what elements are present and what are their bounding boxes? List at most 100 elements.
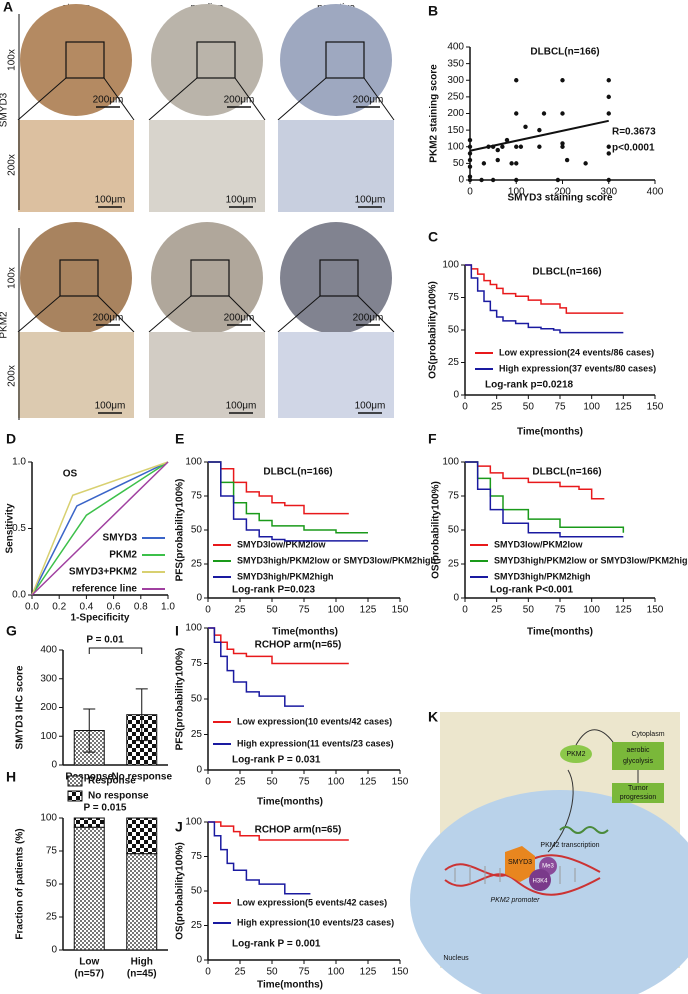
point <box>606 94 611 100</box>
series-line <box>208 627 304 707</box>
mrna <box>559 826 609 834</box>
x-tick-label: 0 <box>205 967 211 978</box>
y-tick-label: 75 <box>191 491 203 502</box>
x-tick-label: 100 <box>583 605 600 616</box>
point <box>467 157 473 163</box>
zoom-box <box>59 259 99 297</box>
series-line <box>465 264 624 314</box>
significance-bracket <box>88 647 143 654</box>
x-axis-label: Time(months) <box>257 980 323 991</box>
y-tick-label: 25 <box>448 357 460 368</box>
x-tick-label: 0 <box>462 605 468 616</box>
chart-title: OS <box>63 469 78 480</box>
y-tick-label: 100 <box>40 813 57 824</box>
point <box>514 177 519 183</box>
magnification-label: 200x <box>7 365 18 387</box>
x-tick-label: 0.4 <box>79 602 93 613</box>
point <box>606 177 611 183</box>
legend-label: SMYD3high/PKM2low or SMYD3low/PKM2high <box>237 555 436 565</box>
y-tick-label: 50 <box>448 525 460 536</box>
x-tick-label: 200 <box>554 187 571 198</box>
x-tick-label: Response <box>65 772 113 783</box>
legend-label: Low expression(24 events/86 cases) <box>499 347 654 357</box>
y-tick-label: 75 <box>448 491 460 502</box>
panel-letter: E <box>175 431 184 447</box>
point <box>504 137 510 143</box>
zoom-line <box>17 295 61 333</box>
y-tick-label: 400 <box>40 645 57 656</box>
legend-label: SMYD3+PKM2 <box>69 567 138 578</box>
x-tick-label: 75 <box>298 967 310 978</box>
panel-k <box>410 712 688 994</box>
x-tick-label: 400 <box>647 187 664 198</box>
annotation: p<0.0001 <box>612 143 655 154</box>
arrow <box>575 729 616 746</box>
x-tick-label: 100 <box>508 187 525 198</box>
y-tick-label: 25 <box>191 729 203 740</box>
annotation: R=0.3673 <box>612 127 656 138</box>
x-tick-label: 125 <box>360 967 377 978</box>
y-tick-label: 25 <box>448 559 460 570</box>
y-tick-label: 50 <box>453 158 465 169</box>
legend-label: SMYD3high/PKM2high <box>494 571 591 581</box>
y-tick-label: 75 <box>448 292 460 303</box>
scale-bar-label: 200μm <box>224 95 255 106</box>
legend-label: PKM2 <box>109 550 137 561</box>
diagram-label: aerobic <box>627 747 650 754</box>
point <box>518 144 524 149</box>
zoom-line <box>234 77 266 121</box>
x-tick-label: 1.0 <box>161 602 175 613</box>
x-tick-label: 100 <box>328 777 345 788</box>
legend-swatch <box>67 790 83 802</box>
x-axis-label: Time(months) <box>272 627 338 638</box>
y-tick-label: 25 <box>46 912 58 923</box>
y-tick-label: 50 <box>191 525 203 536</box>
y-axis-label: PKM2 staining score <box>429 64 440 163</box>
magnification-label: 100x <box>7 49 18 71</box>
point <box>479 177 484 183</box>
zoom-line <box>357 295 395 333</box>
x-tick-label: 75 <box>298 777 310 788</box>
panel-letter: B <box>428 3 438 19</box>
dna <box>444 873 601 896</box>
chart-title: DLBCL(n=166) <box>530 47 599 58</box>
diagram-label: Nucleus <box>443 955 469 962</box>
series-line <box>31 461 169 596</box>
annotation: Log-rank P=0.023 <box>232 585 316 596</box>
fit-line <box>469 119 609 152</box>
y-tick-label: 200 <box>447 108 464 119</box>
legend-label: Low expression(5 events/42 cases) <box>237 897 387 907</box>
scale-bar-label: 200μm <box>353 95 384 106</box>
series-line <box>208 821 349 841</box>
legend-label: High expression(10 events/23 cases) <box>237 917 394 927</box>
y-tick-label: 100 <box>185 623 202 634</box>
diagram-label: SMYD3 <box>508 859 532 866</box>
error-bar <box>83 708 96 753</box>
x-tick-label: 100 <box>328 967 345 978</box>
y-tick-label: 75 <box>46 846 58 857</box>
diagram-label: Cytoplasm <box>631 731 664 738</box>
annotation: Log-rank P = 0.031 <box>232 755 321 766</box>
y-tick-label: 0 <box>196 955 202 966</box>
y-axis-label: PFS(probability100%) <box>175 479 186 582</box>
series-line <box>465 461 605 500</box>
point <box>467 174 473 179</box>
point <box>606 111 611 116</box>
legend-label: High expression(11 events/23 cases) <box>237 738 394 748</box>
x-tick-label: High <box>131 957 153 968</box>
panel-letter: C <box>428 229 438 245</box>
zoom-line <box>363 77 395 121</box>
y-tick-label: 50 <box>191 886 203 897</box>
y-tick-label: 100 <box>185 817 202 828</box>
zoom-line <box>148 295 192 333</box>
y-tick-label: 50 <box>448 325 460 336</box>
annotation: P = 0.01 <box>86 635 124 646</box>
point <box>606 151 611 156</box>
diagram-label: Me3 <box>542 864 554 870</box>
x-tick-label: 125 <box>615 402 632 413</box>
annotation: P = 0.015 <box>84 803 127 814</box>
point <box>583 161 588 166</box>
diagram-label: glycolysis <box>623 758 653 765</box>
x-tick-label: 25 <box>491 605 503 616</box>
